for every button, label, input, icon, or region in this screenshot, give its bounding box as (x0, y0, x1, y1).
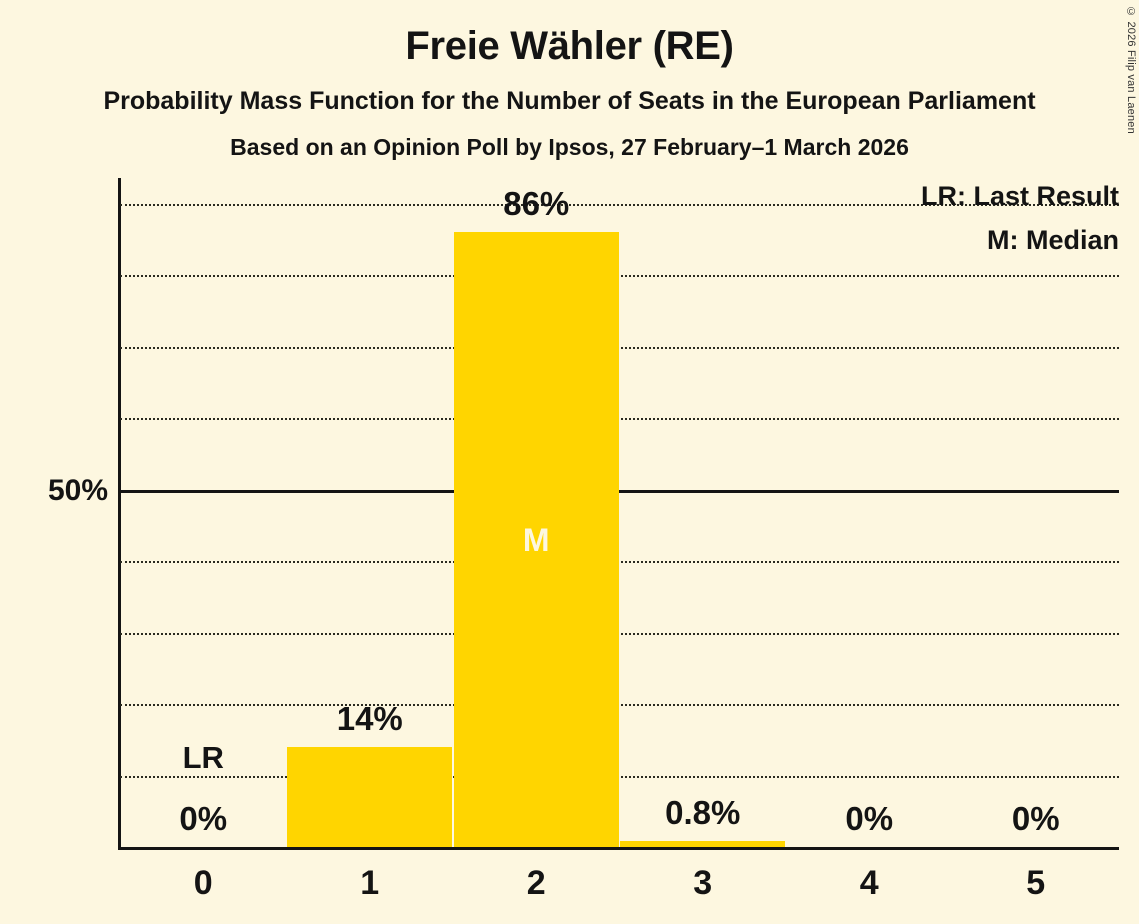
y-axis-tick-label-50: 50% (47, 474, 108, 507)
gridline-20 (120, 704, 1119, 707)
bar-1[interactable] (287, 746, 453, 847)
gridline-10 (120, 775, 1119, 778)
median-marker: M (522, 521, 550, 558)
bar-value-label-0: 0% (179, 800, 228, 837)
gridline-80 (120, 275, 1119, 278)
last-result-marker: LR (182, 740, 224, 775)
x-tick-0: 0 (193, 864, 213, 902)
gridline-50 (120, 489, 1119, 493)
x-tick-1: 1 (360, 864, 380, 902)
plot-area: 0% LR 14% 86% M 0.8% 0% 0% (118, 178, 1119, 850)
y-axis-line (118, 178, 121, 849)
copyright-notice: © 2026 Filip van Laenen (1125, 6, 1137, 134)
legend-item-last-result: LR: Last Result (920, 181, 1119, 211)
bar-value-label-1: 14% (336, 699, 403, 737)
bar-2[interactable] (453, 232, 619, 847)
chart-header: Freie Wähler (RE) Probability Mass Funct… (0, 0, 1139, 159)
gridline-60 (120, 418, 1119, 421)
chart-source-line: Based on an Opinion Poll by Ipsos, 27 Fe… (230, 134, 909, 160)
legend-item-median: M: Median (987, 225, 1119, 255)
x-tick-4: 4 (859, 864, 879, 902)
gridline-40 (120, 561, 1119, 564)
bar-3[interactable] (620, 841, 786, 847)
x-tick-2: 2 (526, 864, 546, 902)
x-axis-tick-labels: 0 1 2 3 4 5 (120, 866, 1119, 916)
bar-value-label-5: 0% (1011, 800, 1060, 837)
gridline-90 (120, 203, 1119, 206)
x-axis-line (118, 847, 1119, 850)
bar-value-label-2: 86% (503, 185, 570, 223)
chart-subtitle: Probability Mass Function for the Number… (103, 87, 1036, 115)
x-tick-3: 3 (693, 864, 713, 902)
gridline-30 (120, 632, 1119, 635)
legend: LR: Last Result M: Median (921, 183, 1119, 271)
gridline-70 (120, 346, 1119, 349)
page-title: Freie Wähler (RE) (405, 24, 734, 68)
bar-value-label-3: 0.8% (665, 794, 741, 832)
x-tick-5: 5 (1026, 864, 1046, 902)
bar-value-label-4: 0% (845, 800, 894, 837)
